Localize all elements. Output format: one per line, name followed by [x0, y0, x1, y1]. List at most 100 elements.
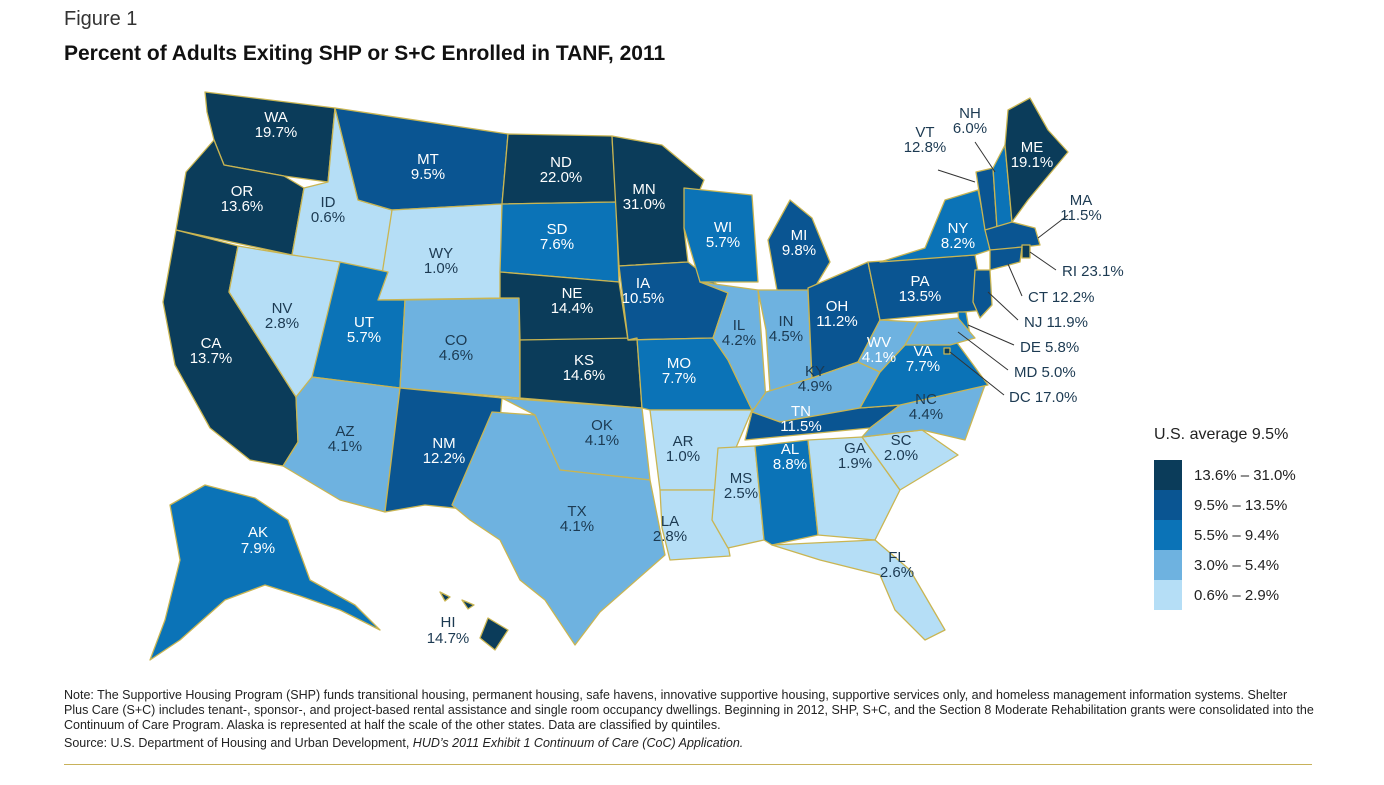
state-label-ar: AR — [673, 433, 694, 450]
legend-label: 13.6% – 31.0% — [1194, 466, 1296, 484]
map-legend: U.S. average 9.5% 13.6% – 31.0% 9.5% – 13… — [1154, 426, 1354, 610]
state-label-ok: OK — [591, 417, 613, 434]
state-label-la: LA — [661, 513, 679, 530]
legend-label: 0.6% – 2.9% — [1194, 586, 1280, 604]
state-value-vt: 12.8% — [904, 139, 947, 156]
state-hi — [439, 591, 509, 651]
state-value-mi: 9.8% — [782, 242, 816, 259]
state-label-tn: TN — [791, 403, 811, 420]
state-value-sc: 2.0% — [884, 447, 918, 464]
state-me — [1004, 97, 1069, 223]
state-ak — [149, 484, 381, 661]
state-label-ks: KS — [574, 352, 594, 369]
leader-md — [957, 331, 1009, 371]
legend-item: 5.5% – 9.4% — [1154, 520, 1354, 550]
legend-item: 9.5% – 13.5% — [1154, 490, 1354, 520]
state-value-nh: 6.0% — [953, 120, 987, 137]
state-value-id: 0.6% — [311, 209, 345, 226]
state-label-sc: SC — [891, 432, 912, 449]
state-value-pa: 13.5% — [899, 288, 942, 305]
legend-swatch — [1154, 520, 1182, 550]
notes: Note: The Supportive Housing Program (SH… — [64, 688, 1314, 751]
state-label-nd: ND — [550, 154, 572, 171]
state-label-ne: NE — [562, 285, 583, 302]
state-ny — [879, 189, 991, 263]
state-dc — [943, 347, 951, 355]
state-value-ar: 1.0% — [666, 448, 700, 465]
leader-de — [967, 324, 1015, 346]
legend-label: 5.5% – 9.4% — [1194, 526, 1280, 544]
state-value-ga: 1.9% — [838, 455, 872, 472]
state-label-wi: WI — [714, 219, 732, 236]
leader-ct — [1007, 263, 1023, 297]
legend-swatch — [1154, 580, 1182, 610]
leader-dc — [949, 351, 1005, 396]
state-md — [904, 317, 976, 346]
legend-swatch — [1154, 490, 1182, 520]
state-label-ia: IA — [636, 275, 650, 292]
state-label-co: CO — [445, 332, 468, 349]
leader-ma — [1037, 214, 1069, 239]
legend-title: U.S. average 9.5% — [1154, 426, 1289, 443]
state-label-oh: OH — [826, 298, 849, 315]
state-value-fl: 2.6% — [880, 564, 914, 581]
state-value-ok: 4.1% — [585, 432, 619, 449]
state-ga — [807, 436, 901, 541]
state-label-nm: NM — [432, 435, 455, 452]
state-label-vt: VT — [915, 124, 934, 141]
state-il — [699, 281, 767, 411]
state-value-me: 19.1% — [1011, 154, 1054, 171]
state-ms — [711, 445, 765, 549]
state-value-nv: 2.8% — [265, 315, 299, 332]
state-value-va: 7.7% — [906, 358, 940, 375]
state-value-ut: 5.7% — [347, 329, 381, 346]
state-value-la: 2.8% — [653, 528, 687, 545]
state-value-in: 4.5% — [769, 328, 803, 345]
state-value-ak: 7.9% — [241, 540, 275, 557]
state-nj — [972, 269, 993, 319]
state-label-nv: NV — [272, 300, 293, 317]
state-value-ca: 13.7% — [190, 350, 233, 367]
state-value-wy: 1.0% — [424, 260, 458, 277]
source-title: HUD’s 2011 Exhibit 1 Continuum of Care (… — [412, 736, 744, 750]
state-callout-md: MD 5.0% — [1014, 364, 1076, 381]
state-label-ga: GA — [844, 440, 866, 457]
state-wi — [683, 187, 759, 283]
state-value-mt: 9.5% — [411, 166, 445, 183]
state-label-fl: FL — [888, 549, 906, 566]
state-value-ny: 8.2% — [941, 235, 975, 252]
source-line: Source: U.S. Department of Housing and U… — [64, 736, 1314, 751]
state-fl — [771, 539, 946, 641]
state-value-mn: 31.0% — [623, 196, 666, 213]
state-label-pa: PA — [911, 273, 930, 290]
state-label-va: VA — [914, 343, 933, 360]
state-value-hi: 14.7% — [427, 630, 470, 647]
state-label-mi: MI — [791, 227, 808, 244]
state-label-mn: MN — [632, 181, 655, 198]
state-label-mo: MO — [667, 355, 691, 372]
state-value-co: 4.6% — [439, 347, 473, 364]
state-value-az: 4.1% — [328, 438, 362, 455]
state-value-wi: 5.7% — [706, 234, 740, 251]
leader-nj — [987, 291, 1019, 321]
leader-ri — [1029, 251, 1057, 271]
state-value-mo: 7.7% — [662, 370, 696, 387]
state-label-id: ID — [321, 194, 336, 211]
state-label-mt: MT — [417, 151, 439, 168]
leader-vt — [937, 169, 976, 183]
state-label-ma: MA — [1070, 192, 1093, 209]
state-tx — [451, 411, 666, 646]
state-value-nd: 22.0% — [540, 169, 583, 186]
state-value-nc: 4.4% — [909, 406, 943, 423]
state-callout-ct: CT 12.2% — [1028, 289, 1094, 306]
note-text: Note: The Supportive Housing Program (SH… — [64, 688, 1314, 732]
state-value-al: 8.8% — [773, 456, 807, 473]
state-al — [754, 439, 819, 546]
state-label-nc: NC — [915, 391, 937, 408]
us-state-map: WA19.7%OR13.6%CA13.7%ID0.6%NV2.8%MT9.5%W… — [149, 91, 1124, 661]
state-label-al: AL — [781, 441, 799, 458]
state-value-oh: 11.2% — [816, 313, 857, 330]
state-value-ms: 2.5% — [724, 485, 758, 502]
state-label-sd: SD — [547, 221, 568, 238]
state-label-ak: AK — [248, 524, 268, 541]
